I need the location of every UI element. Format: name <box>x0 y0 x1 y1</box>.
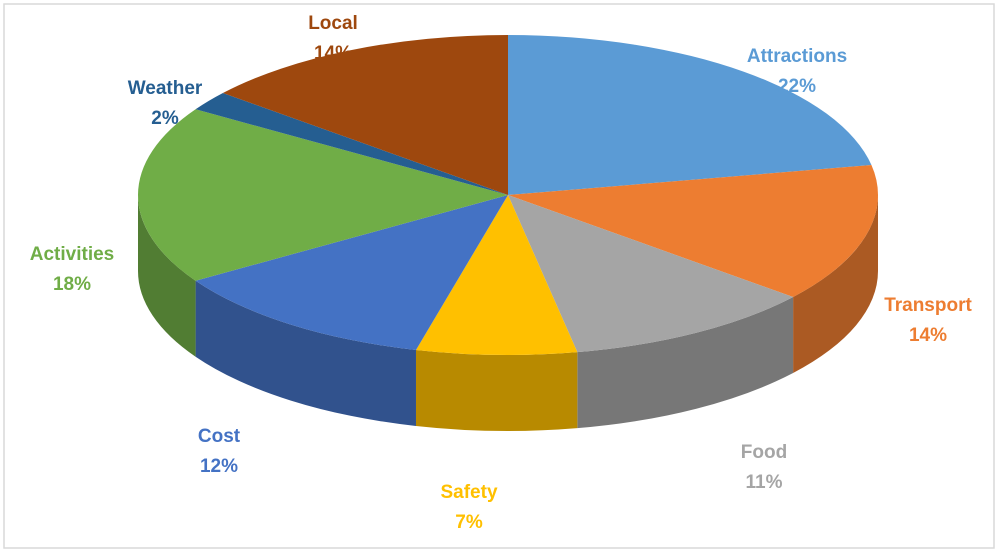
slice-side <box>577 296 794 429</box>
slice <box>195 93 508 195</box>
data-label-name: Transport <box>884 295 972 316</box>
slice <box>508 165 878 297</box>
data-label-value: 18% <box>53 274 91 295</box>
slice-side <box>138 195 196 357</box>
slice-side <box>415 349 578 431</box>
data-label-name: Weather <box>128 78 203 99</box>
data-label-name: Attractions <box>747 46 847 67</box>
slice <box>415 195 578 355</box>
data-label-value: 14% <box>909 325 947 346</box>
data-label-value: 7% <box>455 512 483 533</box>
data-label-value: 11% <box>746 472 783 493</box>
slice <box>195 195 508 350</box>
data-label-name: Local <box>308 13 358 34</box>
slice-side <box>793 195 878 373</box>
slice-side <box>195 280 416 426</box>
data-label-value: 12% <box>200 456 238 477</box>
data-label-name: Activities <box>30 244 114 265</box>
slice <box>222 35 508 195</box>
data-label-value: 22% <box>778 76 816 97</box>
data-label-name: Food <box>741 442 787 463</box>
slice <box>138 109 508 281</box>
data-label-name: Safety <box>440 482 497 503</box>
data-label-value: 2% <box>151 108 179 129</box>
slice <box>508 35 872 195</box>
slice <box>508 195 794 353</box>
data-label-name: Cost <box>198 426 241 447</box>
data-label-value: 14% <box>314 43 352 64</box>
